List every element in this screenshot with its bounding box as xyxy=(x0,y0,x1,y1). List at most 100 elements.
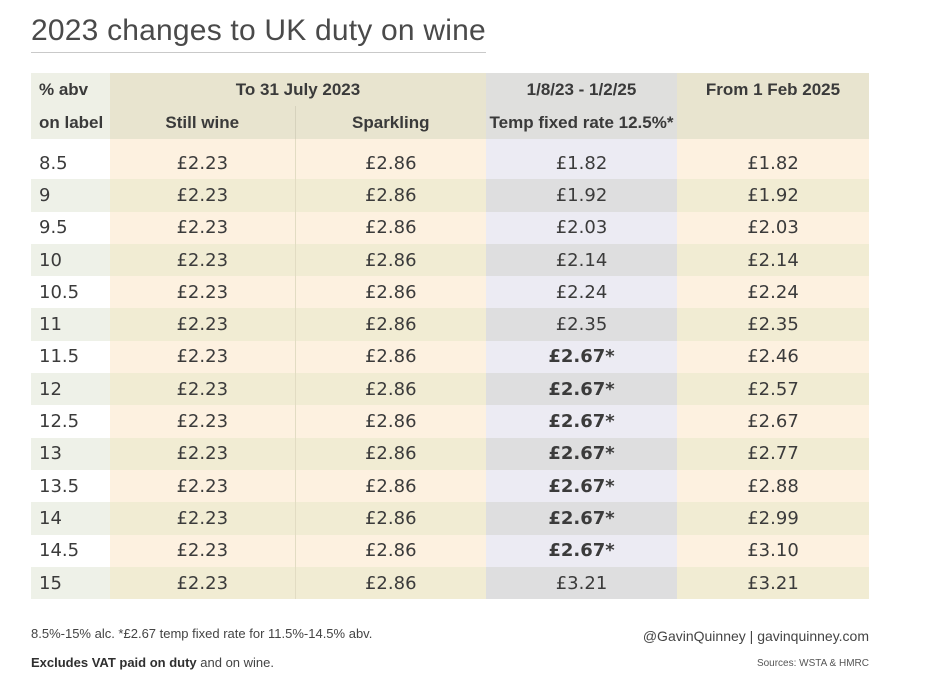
cell-from-feb: £2.46 xyxy=(677,340,869,374)
cell-still: £2.23 xyxy=(110,147,296,180)
cell-temp: £2.67* xyxy=(486,340,677,374)
page-title: 2023 changes to UK duty on wine xyxy=(31,14,486,53)
cell-still: £2.23 xyxy=(110,211,296,244)
cell-temp: £2.67* xyxy=(486,534,677,567)
cell-sparkling: £2.86 xyxy=(295,405,486,438)
cell-abv: 14.5 xyxy=(31,534,110,567)
cell-sparkling: £2.86 xyxy=(295,276,486,309)
cell-sparkling: £2.86 xyxy=(295,373,486,406)
cell-abv: 13 xyxy=(31,437,110,470)
excludes-note: Excludes VAT paid on duty and on wine. xyxy=(31,655,274,670)
cell-sparkling: £2.86 xyxy=(295,179,486,212)
cell-sparkling: £2.86 xyxy=(295,502,486,535)
cell-sparkling: £2.86 xyxy=(295,243,486,277)
footnote: 8.5%-15% alc. *£2.67 temp fixed rate for… xyxy=(31,626,373,641)
table-row: 9 £2.23 £2.86 £1.92 £1.92 xyxy=(31,179,869,212)
header-abv-line2: on label xyxy=(31,106,110,139)
cell-sparkling: £2.86 xyxy=(295,308,486,341)
cell-temp: £1.82 xyxy=(486,147,677,180)
cell-abv: 13.5 xyxy=(31,469,110,503)
cell-temp: £2.67* xyxy=(486,502,677,535)
cell-temp: £2.14 xyxy=(486,243,677,277)
cell-from-feb: £2.03 xyxy=(677,211,869,244)
header-from-feb: From 1 Feb 2025 xyxy=(677,73,869,106)
cell-sparkling: £2.86 xyxy=(295,340,486,374)
cell-abv: 14 xyxy=(31,502,110,535)
cell-abv: 9 xyxy=(31,179,110,212)
cell-still: £2.23 xyxy=(110,469,296,503)
header-temp-line2: Temp fixed rate 12.5%* xyxy=(486,106,677,139)
cell-still: £2.23 xyxy=(110,276,296,309)
header-still: Still wine xyxy=(110,106,296,139)
table-body: 8.5 £2.23 £2.86 £1.82 £1.82 9 £2.23 £2.86 £1.92 £… xyxy=(31,139,869,600)
table-row: 14 £2.23 £2.86 £2.67* £2.99 xyxy=(31,502,869,535)
cell-from-feb: £2.99 xyxy=(677,502,869,535)
cell-sparkling: £2.86 xyxy=(295,566,486,600)
cell-from-feb: £2.67 xyxy=(677,405,869,438)
cell-still: £2.23 xyxy=(110,340,296,374)
table-row: 15 £2.23 £2.86 £3.21 £3.21 xyxy=(31,566,869,600)
cell-from-feb: £2.88 xyxy=(677,469,869,503)
table-row: 12.5 £2.23 £2.86 £2.67* £2.67 xyxy=(31,405,869,438)
cell-from-feb: £2.14 xyxy=(677,243,869,277)
cell-temp: £2.24 xyxy=(486,276,677,309)
header-from-feb-blank xyxy=(677,106,869,139)
excludes-bold: Excludes VAT paid on duty xyxy=(31,655,197,670)
cell-from-feb: £2.35 xyxy=(677,308,869,341)
sources: Sources: WSTA & HMRC xyxy=(756,658,869,669)
cell-temp: £2.03 xyxy=(486,211,677,244)
cell-still: £2.23 xyxy=(110,243,296,277)
cell-still: £2.23 xyxy=(110,502,296,535)
cell-abv: 15 xyxy=(31,566,110,600)
cell-sparkling: £2.86 xyxy=(295,437,486,470)
cell-still: £2.23 xyxy=(110,566,296,600)
cell-still: £2.23 xyxy=(110,373,296,406)
header-to-july: To 31 July 2023 xyxy=(110,73,486,106)
cell-temp: £2.67* xyxy=(486,469,677,503)
table-row: 9.5 £2.23 £2.86 £2.03 £2.03 xyxy=(31,211,869,244)
cell-abv: 12 xyxy=(31,373,110,406)
cell-still: £2.23 xyxy=(110,437,296,470)
cell-abv: 8.5 xyxy=(31,147,110,180)
cell-abv: 10.5 xyxy=(31,276,110,309)
cell-sparkling: £2.86 xyxy=(295,211,486,244)
cell-abv: 11 xyxy=(31,308,110,341)
table-row: 10.5 £2.23 £2.86 £2.24 £2.24 xyxy=(31,276,869,309)
cell-still: £2.23 xyxy=(110,534,296,567)
cell-from-feb: £2.57 xyxy=(677,373,869,406)
header-temp-line1: 1/8/23 - 1/2/25 xyxy=(486,73,677,106)
cell-temp: £2.35 xyxy=(486,308,677,341)
cell-abv: 9.5 xyxy=(31,211,110,244)
table-row: 11.5 £2.23 £2.86 £2.67* £2.46 xyxy=(31,340,869,374)
table-row: 14.5 £2.23 £2.86 £2.67* £3.10 xyxy=(31,534,869,567)
duty-table: % abv To 31 July 2023 1/8/23 - 1/2/25 Fr… xyxy=(31,73,869,600)
cell-from-feb: £2.77 xyxy=(677,437,869,470)
table-row: 13 £2.23 £2.86 £2.67* £2.77 xyxy=(31,437,869,470)
cell-sparkling: £2.86 xyxy=(295,534,486,567)
cell-temp: £3.21 xyxy=(486,566,677,600)
cell-from-feb: £2.24 xyxy=(677,276,869,309)
cell-from-feb: £1.92 xyxy=(677,179,869,212)
excludes-rest: and on wine. xyxy=(196,655,274,670)
cell-from-feb: £3.21 xyxy=(677,566,869,600)
table-header: % abv To 31 July 2023 1/8/23 - 1/2/25 Fr… xyxy=(31,73,869,139)
table-row: 13.5 £2.23 £2.86 £2.67* £2.88 xyxy=(31,469,869,503)
cell-still: £2.23 xyxy=(110,308,296,341)
table-row: 12 £2.23 £2.86 £2.67* £2.57 xyxy=(31,373,869,406)
cell-abv: 11.5 xyxy=(31,340,110,374)
cell-temp: £1.92 xyxy=(486,179,677,212)
cell-sparkling: £2.86 xyxy=(295,147,486,180)
cell-from-feb: £1.82 xyxy=(677,147,869,180)
cell-sparkling: £2.86 xyxy=(295,469,486,503)
cell-temp: £2.67* xyxy=(486,437,677,470)
cell-temp: £2.67* xyxy=(486,405,677,438)
cell-from-feb: £3.10 xyxy=(677,534,869,567)
cell-abv: 12.5 xyxy=(31,405,110,438)
cell-temp: £2.67* xyxy=(486,373,677,406)
cell-still: £2.23 xyxy=(110,179,296,212)
credit: @GavinQuinney | gavinquinney.com xyxy=(642,628,869,644)
cell-abv: 10 xyxy=(31,243,110,277)
spacer-row xyxy=(31,139,869,147)
header-sparkling: Sparkling xyxy=(295,106,486,139)
table-row: 8.5 £2.23 £2.86 £1.82 £1.82 xyxy=(31,147,869,180)
